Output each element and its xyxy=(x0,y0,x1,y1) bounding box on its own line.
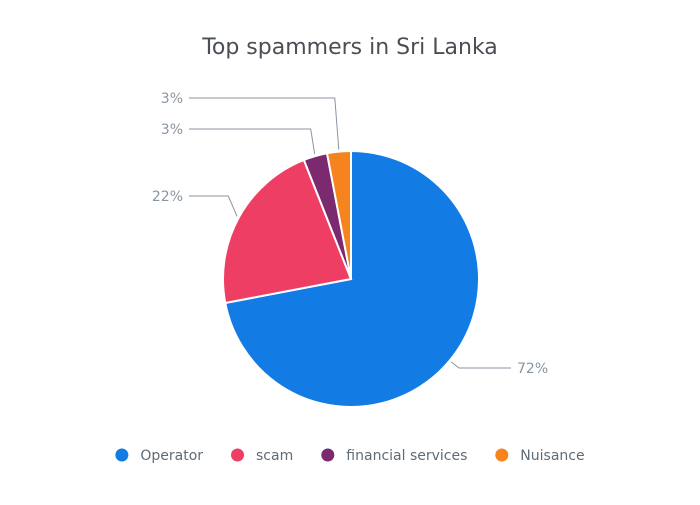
legend: Operator scam financial services Nuisance xyxy=(115,448,585,464)
pie-slice-nuisance xyxy=(325,149,352,280)
value-label-nuisance: 3% xyxy=(161,91,183,107)
legend-label-financial-services: financial services xyxy=(346,448,467,464)
pie-slice-operator xyxy=(224,149,480,408)
legend-label-scam: scam xyxy=(256,448,293,464)
value-label-scam: 22% xyxy=(152,189,183,205)
slice-label-leaders xyxy=(189,97,511,369)
leader-line-financial-services xyxy=(189,128,316,155)
leader-line-nuisance xyxy=(189,97,340,150)
value-label-financial-services: 3% xyxy=(161,122,183,138)
pie-slice-scam xyxy=(222,158,353,305)
legend-marker-scam xyxy=(231,448,244,462)
legend-item-nuisance[interactable]: Nuisance xyxy=(495,448,585,464)
value-label-operator: 72% xyxy=(517,361,548,377)
legend-item-operator[interactable]: Operator xyxy=(115,448,203,464)
slice-value-labels: 72% 22% 3% 3% xyxy=(152,91,548,377)
leader-line-operator xyxy=(450,361,511,369)
chart-title: Top spammers in Sri Lanka xyxy=(201,35,498,60)
legend-marker-operator xyxy=(115,448,129,462)
legend-label-operator: Operator xyxy=(140,448,203,464)
leader-line-scam xyxy=(189,195,238,217)
legend-label-nuisance: Nuisance xyxy=(520,448,584,464)
pie-slices xyxy=(222,149,480,408)
legend-marker-nuisance xyxy=(495,448,509,462)
legend-marker-financial-services xyxy=(321,448,335,462)
legend-item-financial-services[interactable]: financial services xyxy=(321,448,467,464)
legend-item-scam[interactable]: scam xyxy=(231,448,293,464)
